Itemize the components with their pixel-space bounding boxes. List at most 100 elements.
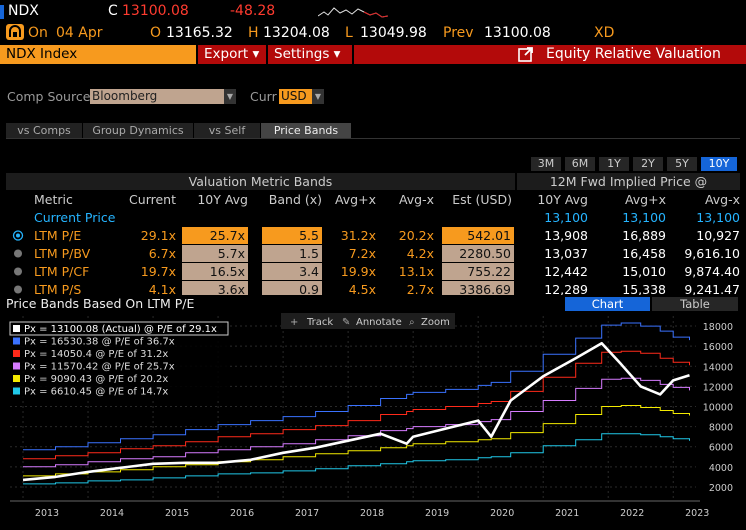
tab-vs-comps[interactable]: vs Comps bbox=[6, 123, 83, 138]
metric-avg-plus: 7.2x bbox=[348, 246, 376, 261]
implied-minus: 9,616.10 bbox=[684, 246, 740, 261]
chart-toolbar: + Track ✎ Annotate ⌕ Zoom bbox=[281, 313, 455, 329]
quote-date: 04 Apr bbox=[56, 25, 103, 41]
metric-band[interactable]: 0.9 bbox=[262, 281, 322, 295]
implied-minus: 9,241.47 bbox=[684, 282, 740, 295]
range-5y[interactable]: 5Y bbox=[667, 157, 697, 171]
radio-selected-icon[interactable] bbox=[12, 227, 24, 244]
range-3m[interactable]: 3M bbox=[531, 157, 561, 171]
radio-unselected-icon[interactable] bbox=[12, 281, 24, 295]
metric-avg-plus: 19.9x bbox=[340, 264, 376, 279]
metric-band[interactable]: 3.4 bbox=[262, 263, 322, 280]
y-tick-label: 14000 bbox=[703, 362, 733, 373]
column-header-est[interactable]: Est (USD) bbox=[452, 192, 512, 207]
settings-menu[interactable]: Settings ▾ bbox=[268, 45, 352, 64]
low-label: L bbox=[345, 25, 353, 41]
tab-group-dynamics[interactable]: Group Dynamics bbox=[83, 123, 194, 138]
y-tick-label: 12000 bbox=[703, 382, 733, 393]
metric-est[interactable]: 2280.50 bbox=[442, 245, 514, 262]
metric-10y-avg[interactable]: 5.7x bbox=[182, 245, 248, 262]
implied-avg: 12,289 bbox=[544, 282, 588, 295]
radio-unselected-icon[interactable] bbox=[12, 245, 24, 262]
x-tick-label: 2020 bbox=[490, 508, 514, 519]
table-row[interactable]: LTM P/S 4.1x 3.6x 0.9 4.5x 2.7x 3386.69 … bbox=[6, 281, 740, 295]
ticker[interactable]: NDX bbox=[8, 3, 39, 19]
legend-item[interactable]: Px = 11570.42 @ P/E of 25.7x bbox=[24, 362, 175, 373]
launch-icon[interactable] bbox=[518, 47, 534, 66]
x-tick-label: 2018 bbox=[360, 508, 384, 519]
implied-plus: 16,458 bbox=[622, 246, 666, 261]
legend-item[interactable]: Px = 6610.45 @ P/E of 14.7x bbox=[24, 387, 168, 398]
legend-item[interactable]: Px = 14050.4 @ P/E of 31.2x bbox=[24, 349, 168, 360]
x-tick-label: 2021 bbox=[555, 508, 579, 519]
chart-panel-header: Price Bands Based On LTM P/E Chart Table bbox=[0, 296, 746, 312]
group-header-valuation: Valuation Metric Bands bbox=[188, 174, 333, 189]
legend-swatch bbox=[13, 375, 20, 382]
price-bands-chart[interactable]: 2000 4000 6000 8000 10000 12000 14000 16000 1800… bbox=[6, 312, 740, 528]
open-price: 13165.32 bbox=[166, 25, 233, 41]
metric-name: LTM P/E bbox=[34, 228, 82, 243]
net-change: -48.28 bbox=[230, 3, 276, 19]
metric-est[interactable]: 542.01 bbox=[442, 227, 514, 244]
range-2y[interactable]: 2Y bbox=[633, 157, 663, 171]
function-title: Equity Relative Valuation bbox=[546, 46, 721, 62]
annotate-button[interactable]: Annotate bbox=[356, 317, 402, 328]
metric-band[interactable]: 5.5 bbox=[262, 227, 322, 244]
table-row[interactable]: LTM P/E 29.1x 25.7x 5.5 31.2x 20.2x 542.… bbox=[6, 227, 740, 244]
function-title-bar bbox=[354, 45, 746, 64]
column-header-band[interactable]: Band (x) bbox=[268, 192, 322, 207]
column-header-avg-plus[interactable]: Avg+x bbox=[334, 192, 376, 207]
column-header-10y-avg[interactable]: 10Y Avg bbox=[197, 192, 248, 207]
column-header-implied-avg[interactable]: 10Y Avg bbox=[537, 192, 588, 207]
legend-swatch bbox=[13, 387, 20, 395]
table-row[interactable]: LTM P/BV 6.7x 5.7x 1.5 7.2x 4.2x 2280.50… bbox=[6, 245, 740, 262]
export-menu[interactable]: Export ▾ bbox=[198, 45, 266, 64]
metric-est[interactable]: 755.22 bbox=[442, 263, 514, 280]
implied-plus: 15,010 bbox=[622, 264, 666, 279]
metric-10y-avg[interactable]: 16.5x bbox=[182, 263, 248, 280]
range-6m[interactable]: 6M bbox=[565, 157, 595, 171]
table-row[interactable]: LTM P/CF 19.7x 16.5x 3.4 19.9x 13.1x 755… bbox=[6, 263, 740, 280]
tab-price-bands[interactable]: Price Bands bbox=[261, 123, 352, 138]
metric-avg-plus: 31.2x bbox=[340, 228, 376, 243]
high-label: H bbox=[248, 25, 259, 41]
metric-band[interactable]: 1.5 bbox=[262, 245, 322, 262]
implied-plus: 16,889 bbox=[622, 228, 666, 243]
comp-source-value: Bloomberg bbox=[92, 89, 158, 103]
metric-est[interactable]: 3386.69 bbox=[442, 281, 514, 295]
legend-item[interactable]: Px = 13100.08 (Actual) @ P/E of 29.1x bbox=[24, 324, 217, 335]
security-field[interactable]: NDX Index bbox=[0, 45, 196, 64]
function-toolbar: NDX Index Export ▾ Settings ▾ Equity Rel… bbox=[0, 45, 746, 64]
legend-item[interactable]: Px = 16530.38 @ P/E of 36.7x bbox=[24, 337, 175, 348]
implied-minus: 10,927 bbox=[696, 228, 740, 243]
comp-source-dropdown[interactable]: Bloomberg ▼ bbox=[90, 89, 236, 104]
prev-price: 13100.08 bbox=[484, 25, 551, 41]
chart-legend: Px = 13100.08 (Actual) @ P/E of 29.1x Px … bbox=[8, 320, 230, 400]
metric-10y-avg[interactable]: 3.6x bbox=[182, 281, 248, 295]
column-header-avg-minus[interactable]: Avg-x bbox=[398, 192, 434, 207]
range-10y[interactable]: 10Y bbox=[701, 157, 737, 171]
range-1y[interactable]: 1Y bbox=[599, 157, 629, 171]
track-button[interactable]: Track bbox=[306, 317, 333, 328]
currency-dropdown[interactable]: USD ▼ bbox=[279, 89, 324, 104]
chart-view-button[interactable]: Chart bbox=[565, 297, 650, 311]
column-header-implied-plus[interactable]: Avg+x bbox=[624, 192, 666, 207]
implied-avg: 13,037 bbox=[544, 246, 588, 261]
column-header-metric[interactable]: Metric bbox=[34, 192, 73, 207]
column-header-current[interactable]: Current bbox=[129, 192, 176, 207]
quote-header: NDX C 13100.08 -48.28 On 04 Apr O 13165.… bbox=[0, 0, 746, 46]
metric-avg-plus: 4.5x bbox=[348, 282, 376, 295]
radio-unselected-icon[interactable] bbox=[12, 263, 24, 280]
legend-swatch bbox=[13, 350, 20, 357]
x-tick-label: 2023 bbox=[685, 508, 709, 519]
last-label: C bbox=[108, 3, 118, 19]
zoom-button[interactable]: Zoom bbox=[421, 317, 450, 328]
column-header-implied-minus[interactable]: Avg-x bbox=[704, 192, 740, 207]
implied-avg: 13,908 bbox=[544, 228, 588, 243]
table-view-button[interactable]: Table bbox=[652, 297, 738, 311]
current-price-value: 13,100 bbox=[544, 210, 588, 225]
tab-vs-self[interactable]: vs Self bbox=[194, 123, 261, 138]
metric-10y-avg[interactable]: 25.7x bbox=[182, 227, 248, 244]
legend-item[interactable]: Px = 9090.43 @ P/E of 20.2x bbox=[24, 374, 168, 385]
metric-name: LTM P/CF bbox=[34, 264, 90, 279]
